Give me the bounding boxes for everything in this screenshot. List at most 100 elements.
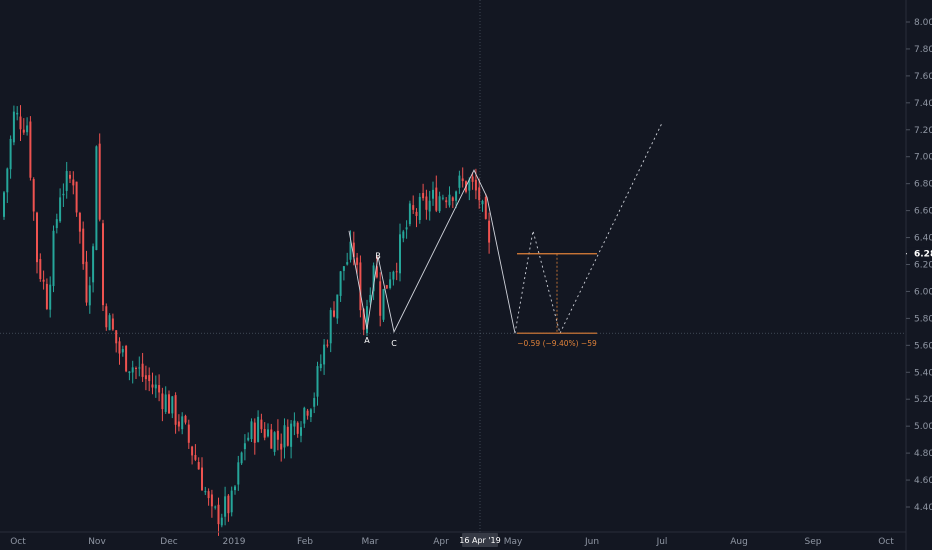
- crosshair-date-tag: 16 Apr '19: [459, 536, 500, 545]
- candle-body: [432, 189, 434, 199]
- candle-body: [448, 194, 451, 206]
- x-tick-label: Sep: [805, 537, 822, 547]
- candles: [3, 105, 491, 536]
- candle-body: [210, 494, 213, 507]
- x-tick-label: Jun: [584, 537, 599, 547]
- price-axis[interactable]: 4.40 4.60 4.80 5.00 5.20 5.40 5.60 5.80 6.00 6.20…: [906, 18, 932, 513]
- candle-body: [293, 420, 296, 427]
- candle-body: [461, 178, 464, 182]
- candle-body: [333, 310, 335, 317]
- candle-body: [455, 191, 458, 201]
- candle-body: [234, 486, 236, 491]
- candle-body: [471, 176, 474, 182]
- candle-body: [85, 261, 88, 303]
- candle-body: [474, 179, 477, 191]
- candle-body: [207, 491, 210, 499]
- candle-body: [217, 504, 220, 525]
- candle-body: [19, 116, 22, 130]
- y-tick-label: 6.20: [914, 261, 932, 271]
- candle-body: [154, 384, 157, 389]
- x-tick-label: Nov: [88, 537, 106, 547]
- candle-body: [418, 196, 421, 220]
- candle-body: [336, 294, 339, 319]
- candle-body: [12, 111, 15, 143]
- candle-body: [428, 200, 431, 212]
- candle-body: [329, 310, 332, 344]
- candle-body: [171, 396, 174, 414]
- candle-body: [224, 496, 227, 517]
- x-tick-label: Oct: [10, 537, 26, 547]
- candle-body: [131, 367, 134, 373]
- candle-body: [151, 384, 154, 388]
- candle-body: [379, 281, 382, 316]
- candle-body: [438, 196, 441, 212]
- candle-body: [230, 490, 233, 513]
- candle-body: [158, 385, 161, 393]
- candle-body: [422, 193, 425, 199]
- candle-body: [29, 121, 32, 178]
- time-axis[interactable]: Oct Nov Dec 2019 Feb Mar Apr May Jun Jul Aug Sep Oct…: [10, 533, 894, 547]
- x-tick-label: 2019: [223, 537, 246, 547]
- candle-body: [405, 227, 408, 230]
- candle-body: [72, 179, 75, 186]
- candle-body: [468, 179, 471, 191]
- y-tick-label: 4.80: [914, 449, 932, 459]
- candle-body: [42, 279, 45, 282]
- candle-body: [148, 375, 151, 382]
- candle-body: [181, 416, 184, 430]
- candle-body: [389, 279, 392, 289]
- candle-body: [237, 462, 240, 485]
- last-price-tag: 6.28: [914, 250, 932, 260]
- candle-body: [382, 289, 385, 320]
- candle-body: [128, 371, 131, 373]
- y-tick-label: 5.40: [914, 368, 932, 378]
- candle-body: [362, 309, 365, 330]
- candle-body: [415, 211, 418, 216]
- y-tick-label: 5.20: [914, 395, 932, 405]
- candle-body: [280, 443, 283, 450]
- wave-label-b: B: [375, 251, 381, 260]
- candle-body: [257, 416, 260, 442]
- candle-body: [323, 344, 326, 365]
- projection-dashed-line: [514, 122, 663, 335]
- candle-body: [488, 220, 491, 243]
- candle-body: [111, 318, 114, 330]
- y-tick-label: 7.40: [914, 99, 932, 109]
- candle-body: [75, 181, 78, 213]
- candle-body: [342, 266, 345, 271]
- candle-body: [161, 393, 164, 410]
- candle-body: [82, 228, 85, 265]
- candle-body: [326, 344, 329, 346]
- candle-body: [260, 419, 263, 430]
- candle-body: [45, 283, 48, 309]
- candle-body: [144, 375, 147, 380]
- candle-body: [349, 241, 352, 260]
- candle-body: [300, 427, 302, 436]
- candle-body: [309, 409, 312, 418]
- candle-body: [478, 187, 481, 201]
- candle-body: [445, 200, 448, 203]
- candle-body: [412, 205, 415, 210]
- candle-body: [121, 349, 124, 353]
- candle-body: [267, 429, 269, 437]
- candle-body: [399, 234, 401, 274]
- candle-body: [177, 421, 180, 427]
- y-tick-label: 4.60: [914, 476, 932, 486]
- candle-body: [102, 223, 104, 306]
- candle-body: [290, 423, 293, 447]
- candle-body: [26, 125, 29, 133]
- candle-body: [168, 394, 170, 414]
- x-tick-label: Dec: [160, 537, 177, 547]
- y-tick-label: 7.20: [914, 126, 932, 136]
- candle-body: [92, 246, 95, 283]
- candle-body: [243, 443, 246, 450]
- last-price-tag-bg: [907, 247, 932, 260]
- candle-body: [59, 197, 62, 222]
- candle-body: [197, 462, 200, 470]
- candle-body: [395, 271, 398, 273]
- candle-body: [346, 262, 349, 265]
- candle-body: [441, 197, 444, 199]
- candle-body: [214, 506, 217, 508]
